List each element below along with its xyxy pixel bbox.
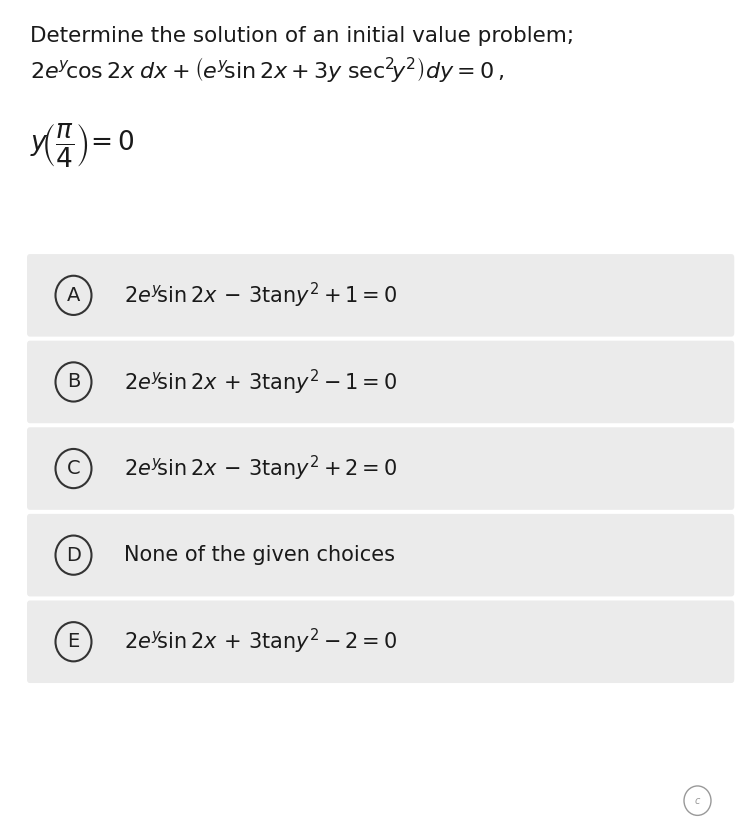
FancyBboxPatch shape — [27, 341, 734, 423]
Text: None of the given choices: None of the given choices — [124, 545, 394, 565]
Text: $2e^y\!\sin2x\,+\,3\mathrm{tan}y^2-1=0$: $2e^y\!\sin2x\,+\,3\mathrm{tan}y^2-1=0$ — [124, 368, 398, 396]
Text: $2e^y\!\sin2x\,+\,3\mathrm{tan}y^2-2=0$: $2e^y\!\sin2x\,+\,3\mathrm{tan}y^2-2=0$ — [124, 627, 398, 656]
FancyBboxPatch shape — [27, 600, 734, 683]
Text: A: A — [67, 286, 80, 305]
Text: $2e^y\!\cos2x\; dx + \left(e^y\!\sin2x + 3y\;\mathrm{sec}^2\!y^2\right)dy=0\,,$: $2e^y\!\cos2x\; dx + \left(e^y\!\sin2x +… — [30, 55, 505, 83]
Text: B: B — [67, 373, 80, 391]
FancyBboxPatch shape — [27, 427, 734, 510]
FancyBboxPatch shape — [27, 514, 734, 596]
Text: $y\!\left(\dfrac{\pi}{4}\right)\!=0$: $y\!\left(\dfrac{\pi}{4}\right)\!=0$ — [30, 121, 135, 169]
Text: c: c — [694, 796, 700, 806]
Text: D: D — [66, 546, 81, 565]
Text: E: E — [68, 632, 80, 651]
Text: $2e^y\!\sin2x\,-\,3\mathrm{tan}y^2+1=0$: $2e^y\!\sin2x\,-\,3\mathrm{tan}y^2+1=0$ — [124, 281, 398, 310]
Text: C: C — [67, 459, 80, 478]
Text: $2e^y\!\sin2x\,-\,3\mathrm{tan}y^2+2=0$: $2e^y\!\sin2x\,-\,3\mathrm{tan}y^2+2=0$ — [124, 454, 398, 483]
Text: Determine the solution of an initial value problem;: Determine the solution of an initial val… — [30, 26, 574, 46]
FancyBboxPatch shape — [27, 254, 734, 337]
